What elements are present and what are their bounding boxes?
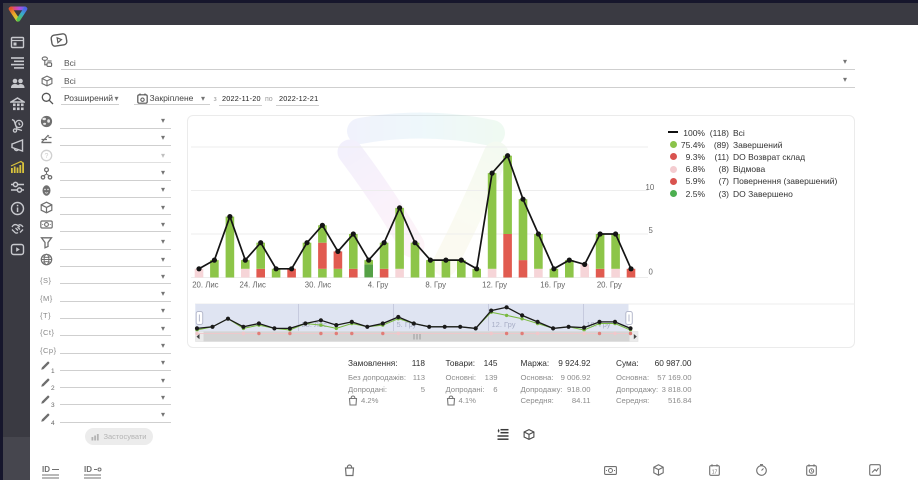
svg-text:ID: ID [42,465,50,474]
svg-text:8. Гру: 8. Гру [425,281,446,290]
svg-text:ID: ID [84,465,92,474]
svg-text:10: 10 [646,183,655,192]
svg-text:20. Гру: 20. Гру [597,281,622,290]
svg-text:4. Гру: 4. Гру [368,281,389,290]
svg-text:30. Лис: 30. Лис [305,281,331,290]
svg-text:5. Гру: 5. Гру [397,320,417,329]
svg-text:20. Лис: 20. Лис [192,281,218,290]
svg-text:0: 0 [649,268,654,277]
svg-text:17: 17 [712,470,718,476]
svg-text:16. Гру: 16. Гру [540,281,565,290]
svg-text:5: 5 [649,226,654,235]
svg-text:24. Лис: 24. Лис [240,281,266,290]
svg-text:?: ? [45,153,49,160]
svg-text:12. Гру: 12. Гру [492,320,516,329]
svg-text:12. Гру: 12. Гру [482,281,507,290]
